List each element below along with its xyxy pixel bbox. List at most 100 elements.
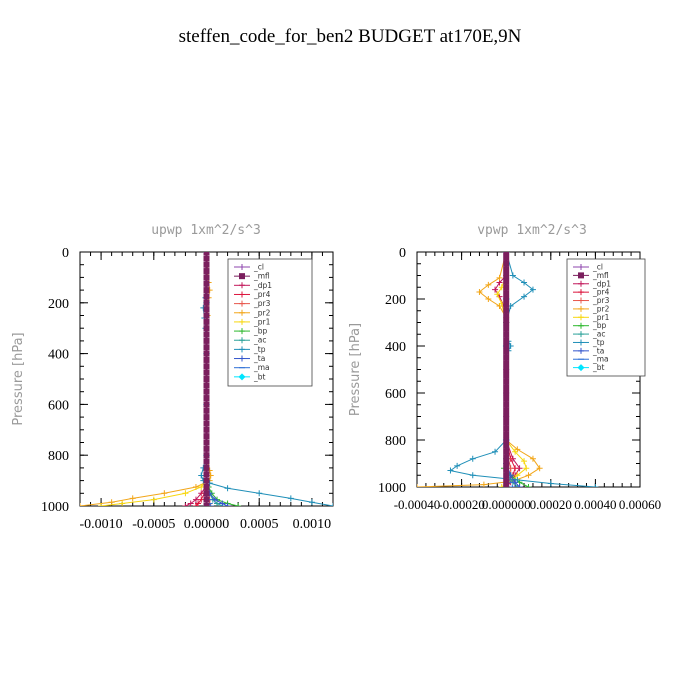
x-tick-label: 0.0010 [293, 517, 332, 532]
series-point-mfl [203, 318, 210, 325]
legend-label: _dp1 [253, 281, 272, 290]
series-point-ac [214, 500, 221, 506]
legend-marker [239, 337, 245, 344]
series-point-pr1 [150, 496, 157, 503]
series-point-mfl [203, 261, 210, 268]
legend-marker [239, 291, 245, 298]
series-point-mfl [503, 307, 510, 314]
series-point-pr4 [198, 496, 205, 503]
series-line-pr2 [80, 252, 212, 506]
legend-marker [239, 273, 245, 280]
series-point-mfl [503, 442, 510, 449]
series-group [417, 252, 599, 487]
x-tick-label: 0.00000 [184, 517, 230, 532]
series-point-pr2 [536, 465, 543, 472]
series-point-mfl [503, 372, 510, 379]
series-point-mfl [503, 454, 510, 461]
series-point-mfl [503, 313, 510, 320]
series-point-pr2 [108, 499, 115, 506]
legend-marker [578, 305, 584, 312]
series-point-pr2 [529, 455, 536, 462]
series-point-pr2 [161, 490, 168, 497]
series-point-mfl [503, 390, 510, 396]
legend-marker [578, 297, 584, 304]
series-point-tp [492, 448, 499, 455]
series-point-mfl [203, 445, 210, 452]
series-point-mfl [203, 388, 210, 395]
series-point-dp1 [192, 496, 199, 503]
series-point-mfl [203, 471, 210, 478]
legend-label: _ma [253, 363, 270, 372]
series-point-mfl [503, 478, 510, 485]
legend-marker [239, 346, 245, 353]
series-point-mfl [503, 378, 510, 385]
series-point-mfl [503, 460, 510, 467]
legend-marker [578, 289, 584, 296]
legend-label: _ac [253, 336, 266, 345]
legend-label: _bp [592, 321, 607, 330]
x-tick-label: -0.0005 [132, 517, 175, 532]
legend-label: _bp [253, 327, 268, 336]
legend-label: _pr2 [253, 308, 271, 317]
legend-label: _pr1 [592, 313, 610, 322]
series-point-mfl [203, 356, 210, 363]
series-point-mfl [203, 490, 210, 497]
legend-marker [578, 347, 584, 354]
series-point-tp [287, 495, 294, 502]
series-point-pr2 [485, 281, 492, 288]
figure-title: steffen_code_for_ben2 BUDGET at170E,9N [179, 26, 522, 47]
series-point-mfl [503, 407, 510, 414]
series-point-mfl [203, 414, 210, 421]
series-point-mfl [503, 366, 510, 373]
series-point-mfl [203, 363, 210, 370]
legend-marker [239, 282, 245, 289]
y-axis-label: Pressure [hPa] [348, 323, 363, 416]
series-point-tp [198, 472, 205, 479]
series-point-tp [521, 279, 528, 286]
legend: _cl_mfl_dp1_pr4_pr3_pr2_pr1_bp_ac_tp_ta_… [566, 258, 646, 377]
series-point-mfl [503, 437, 510, 443]
series-point-pr2 [129, 495, 136, 502]
x-tick-label: 0.000000 [482, 497, 531, 512]
series-point-mfl [203, 306, 210, 313]
series-point-ta [211, 496, 218, 503]
series-point-mfl [503, 419, 510, 426]
series-point-mfl [203, 420, 210, 427]
series-point-tp [547, 480, 554, 487]
series-line-pr2 [417, 252, 541, 487]
x-tick-label: 0.00060 [619, 497, 661, 512]
series-point-pr4 [192, 503, 199, 506]
series-point-mfl [503, 448, 510, 455]
series-point-mfl [503, 354, 510, 361]
y-tick-label: 800 [48, 449, 69, 464]
series-point-mfl [503, 431, 510, 438]
series-group [80, 252, 333, 506]
legend-marker [578, 264, 584, 270]
series-point-pr2 [417, 484, 420, 487]
series-point-mfl [203, 376, 210, 382]
y-tick-label: 200 [48, 297, 69, 312]
legend-label: _pr4 [592, 288, 610, 297]
series-point-tp [469, 455, 476, 462]
series-point-tp [529, 286, 536, 293]
series-point-mfl [203, 350, 210, 357]
series-point-tp [224, 485, 231, 492]
series-point-mfl [503, 296, 510, 302]
y-tick-label: 600 [385, 387, 406, 402]
series-point-pr2 [485, 296, 492, 302]
series-point-mfl [203, 382, 210, 389]
chart-upwp: upwp 1xm^2/s^3 Pressure [hPa] 0 200 400 600 80… [11, 223, 334, 532]
series-point-mfl [203, 268, 210, 275]
series-point-mfl [503, 254, 510, 261]
series-point-tp [308, 499, 315, 506]
series-point-mfl [203, 477, 210, 484]
series-point-mfl [503, 484, 510, 487]
legend-marker [577, 364, 585, 372]
y-tick-label: 1000 [378, 481, 406, 496]
series-point-ta [224, 503, 231, 506]
legend-marker [578, 272, 584, 279]
series-point-mfl [503, 319, 510, 326]
series-point-mfl [203, 369, 210, 376]
series-line-pr1 [101, 252, 207, 506]
legend-label: _dp1 [592, 279, 611, 288]
